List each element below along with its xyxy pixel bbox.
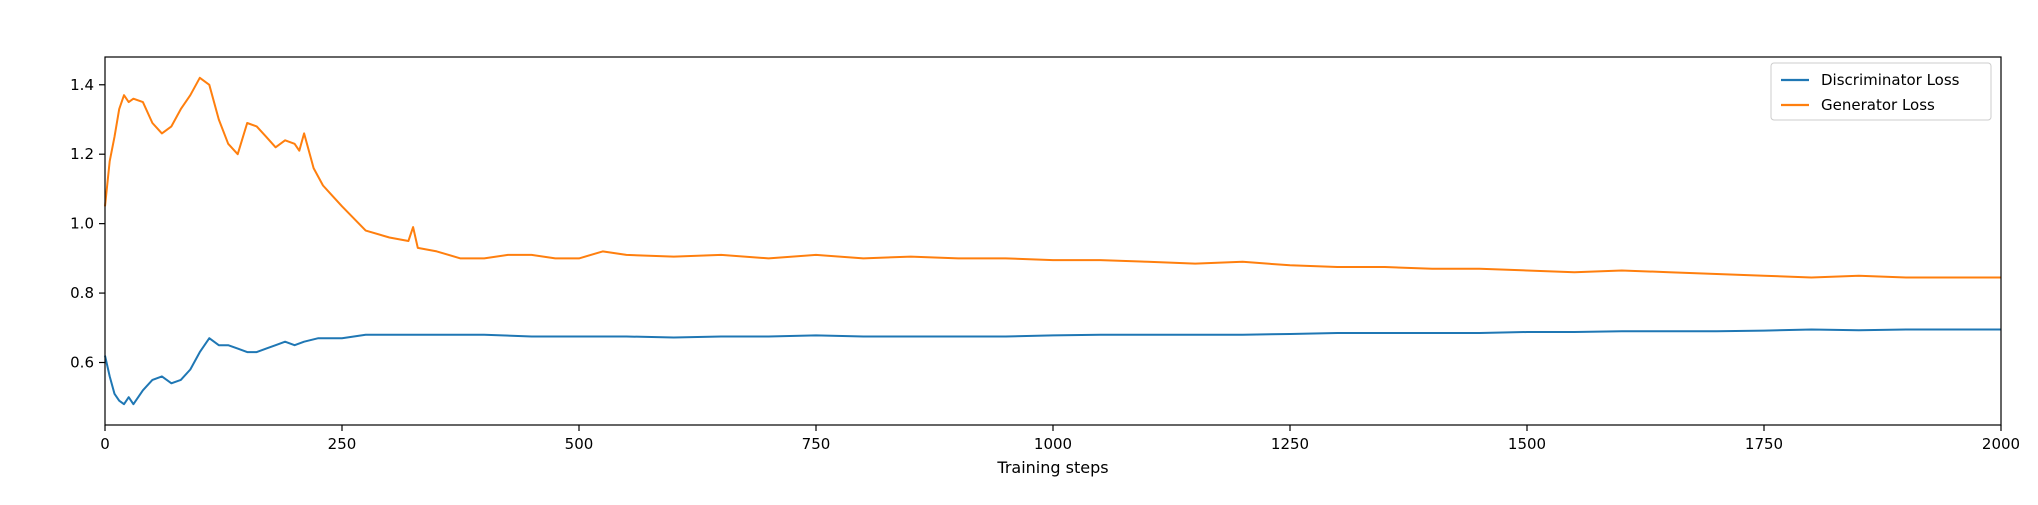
x-tick-label: 500 xyxy=(565,435,594,453)
series-line-discriminator xyxy=(104,328,2001,406)
x-tick-label: 250 xyxy=(328,435,357,453)
legend-box xyxy=(1770,62,1992,121)
series-line-generator xyxy=(104,76,2001,279)
y-tick-label: 1.0 xyxy=(70,215,94,233)
plot-frame xyxy=(104,56,2002,426)
y-tick-label: 0.6 xyxy=(70,354,94,372)
x-tick-label: 1750 xyxy=(1745,435,1783,453)
series-layer xyxy=(104,76,2001,406)
axes-layer: 0 250 500 750 1000 1250 1500 1750 2000 0.6 0.8 1.0 1… xyxy=(70,56,2020,477)
x-tick-label: 1500 xyxy=(1508,435,1546,453)
x-tick-label: 1250 xyxy=(1271,435,1309,453)
legend: Discriminator Loss Generator Loss xyxy=(1770,62,1992,121)
legend-label: Discriminator Loss xyxy=(1821,71,1960,89)
legend-label: Generator Loss xyxy=(1821,96,1935,114)
y-tick-label: 1.2 xyxy=(70,145,94,163)
x-tick-label: 2000 xyxy=(1982,435,2020,453)
x-axis-label: Training steps xyxy=(996,458,1108,477)
y-tick-label: 0.8 xyxy=(70,284,94,302)
y-tick-label: 1.4 xyxy=(70,76,94,94)
x-tick-label: 750 xyxy=(802,435,831,453)
x-tick-label: 0 xyxy=(100,435,110,453)
x-tick-label: 1000 xyxy=(1034,435,1072,453)
